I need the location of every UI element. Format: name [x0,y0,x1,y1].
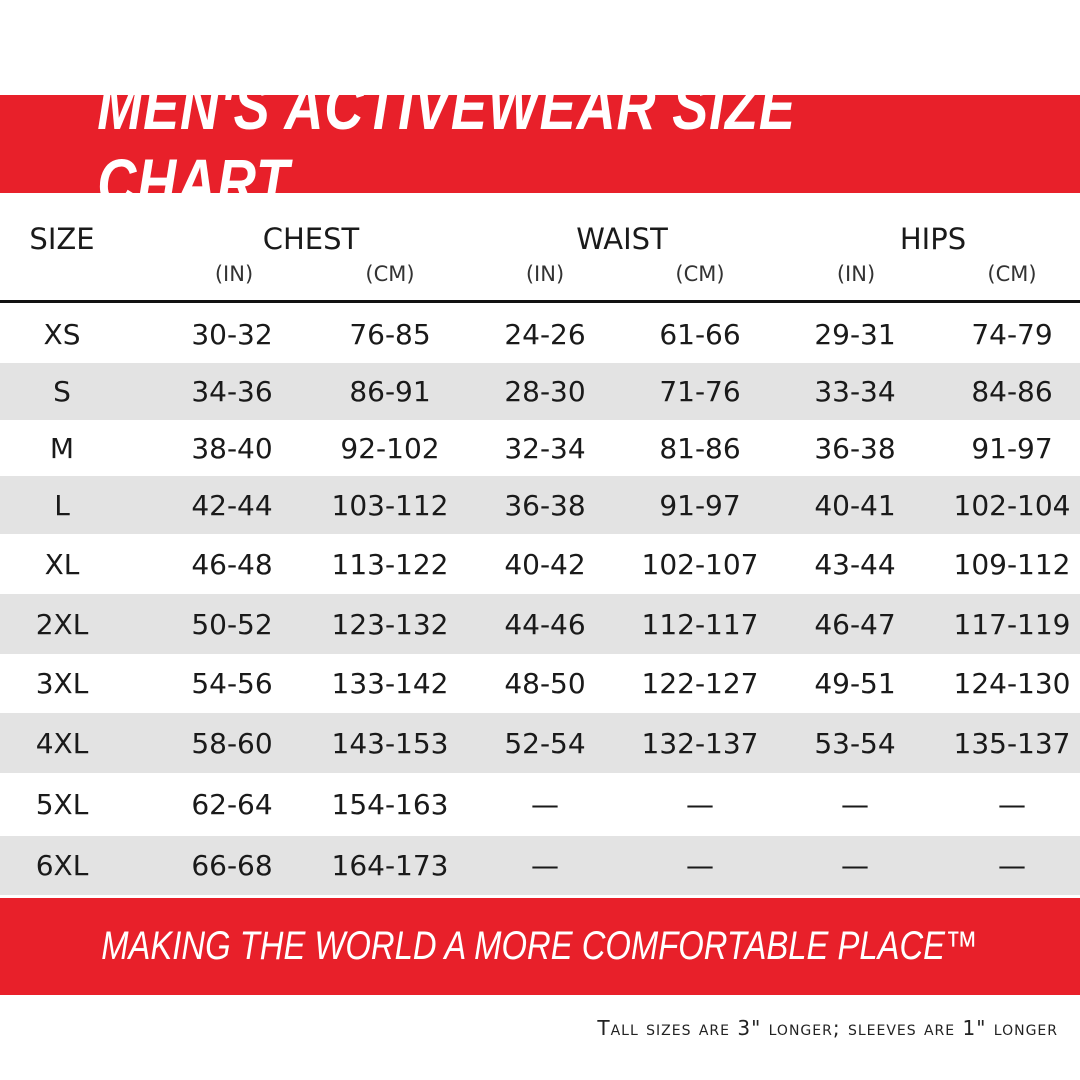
table-cell: 29-31 [814,317,896,351]
table-cell: 33-34 [814,375,896,408]
table-cell: 34-36 [191,375,273,408]
table-cell: 62-64 [191,788,273,821]
table-cell: 164-173 [331,849,449,882]
table-cell: — [531,849,559,882]
table-row: 3XL 54-56 133-142 48-50 122-127 49-51 124-130 [0,654,1080,713]
table-cell: 113-122 [331,547,449,581]
table-cell: 48-50 [504,667,586,700]
table-cell: — [998,849,1026,882]
table-cell: 66-68 [191,849,273,882]
table-cell: 86-91 [349,375,431,408]
table-cell: 40-41 [814,488,896,522]
table-cell: 122-127 [641,667,759,700]
size-label: M [49,431,75,465]
header-size: SIZE [29,222,95,256]
table-row: 6XL 66-68 164-173 — — — — [0,836,1080,895]
table-cell: 28-30 [504,375,586,408]
unit-waist-in: (IN) [525,262,565,286]
table-row: XL 46-48 113-122 40-42 102-107 43-44 109-112 [0,534,1080,594]
table-cell: — [531,788,559,821]
table-cell: 30-32 [191,317,273,351]
table-cell: 109-112 [953,547,1071,581]
table-cell: 84-86 [971,375,1053,408]
footnote: Tall sizes are 3" longer; sleeves are 1"… [597,1016,1058,1040]
size-label: 5XL [35,788,89,821]
table-cell: 74-79 [971,317,1053,351]
page-title: MEN'S ACTIVEWEAR SIZE CHART [97,69,796,219]
table-cell: — [998,788,1026,821]
table-cell: 103-112 [331,488,449,522]
table-cell: 54-56 [191,667,273,700]
table-cell: 123-132 [331,607,449,641]
table-row: M 38-40 92-102 32-34 81-86 36-38 91-97 [0,420,1080,476]
header-hips: HIPS [899,222,967,256]
unit-hips-cm: (CM) [987,262,1037,286]
table-cell: 38-40 [191,431,273,465]
table-cell: 76-85 [349,317,431,351]
table-cell: 43-44 [814,547,896,581]
size-label: XS [43,317,81,351]
unit-chest-in: (IN) [214,262,254,286]
table-cell: 40-42 [504,547,586,581]
size-label: S [53,375,71,408]
table-row: S 34-36 86-91 28-30 71-76 33-34 84-86 [0,363,1080,420]
unit-waist-cm: (CM) [675,262,725,286]
table-cell: — [841,788,869,821]
table-cell: — [841,849,869,882]
size-label: 3XL [35,667,89,700]
table-cell: 81-86 [659,431,741,465]
table-cell: 112-117 [641,607,759,641]
table-cell: 58-60 [191,726,273,760]
table-cell: 124-130 [953,667,1071,700]
table-row: 2XL 50-52 123-132 44-46 112-117 46-47 117-119 [0,594,1080,654]
tagline: MAKING THE WORLD A MORE COMFORTABLE PLAC… [101,924,979,968]
table-cell: 61-66 [659,317,741,351]
table-cell: 132-137 [641,726,759,760]
table-cell: 117-119 [953,607,1071,641]
size-label: 2XL [35,607,89,641]
header-chest: CHEST [262,222,360,256]
table-row: 4XL 58-60 143-153 52-54 132-137 53-54 135-137 [0,713,1080,773]
table-row: XS 30-32 76-85 24-26 61-66 29-31 74-79 [0,305,1080,363]
unit-chest-cm: (CM) [365,262,415,286]
table-cell: 46-47 [814,607,896,641]
table-row: L 42-44 103-112 36-38 91-97 40-41 102-104 [0,476,1080,534]
table-cell: 46-48 [191,547,273,581]
table-cell: 102-104 [953,488,1071,522]
table-cell: 91-97 [659,488,741,522]
header-divider [0,300,1080,303]
table-cell: 50-52 [191,607,273,641]
unit-hips-in: (IN) [836,262,876,286]
table-cell: 53-54 [814,726,896,760]
table-cell: 133-142 [331,667,449,700]
table-cell: 102-107 [641,547,759,581]
table-cell: 36-38 [814,431,896,465]
table-cell: — [686,849,714,882]
table-cell: 154-163 [331,788,449,821]
table-cell: 52-54 [504,726,586,760]
table-cell: 44-46 [504,607,586,641]
table-cell: 135-137 [953,726,1071,760]
tagline-banner: MAKING THE WORLD A MORE COMFORTABLE PLAC… [0,898,1080,995]
size-label: 4XL [35,726,89,760]
table-cell: 91-97 [971,431,1053,465]
table-cell: 24-26 [504,317,586,351]
table-cell: 92-102 [340,431,440,465]
table-cell: 32-34 [504,431,586,465]
table-cell: 42-44 [191,488,273,522]
header-waist: WAIST [576,222,668,256]
table-row: 5XL 62-64 154-163 — — — — [0,773,1080,836]
size-label: XL [44,547,80,581]
title-banner: MEN'S ACTIVEWEAR SIZE CHART [0,69,1080,219]
table-cell: — [686,788,714,821]
table-cell: 36-38 [504,488,586,522]
size-label: L [54,488,70,522]
size-label: 6XL [35,849,89,882]
table-cell: 71-76 [659,375,741,408]
table-cell: 49-51 [814,667,896,700]
table-cell: 143-153 [331,726,449,760]
